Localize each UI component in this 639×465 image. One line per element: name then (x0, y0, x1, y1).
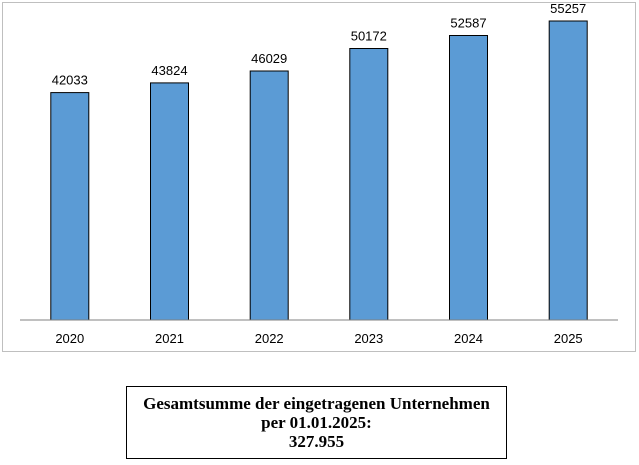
total-summary-box: Gesamtsumme der eingetragenen Unternehme… (126, 386, 507, 459)
data-label-2024: 52587 (450, 16, 486, 31)
bar-2024 (449, 35, 488, 321)
bar-2020 (50, 92, 90, 321)
bar-chart: 42033 2020 43824 2021 46029 2022 50172 2023 5258… (20, 3, 618, 346)
x-tick-label-2022: 2022 (255, 331, 284, 346)
data-label-2023: 50172 (351, 29, 387, 44)
x-tick-label-2020: 2020 (55, 331, 84, 346)
bar-2023 (349, 48, 389, 321)
x-tick-label-2023: 2023 (354, 331, 383, 346)
data-label-2025: 55257 (550, 3, 586, 16)
bar-2025 (548, 20, 588, 321)
data-label-2021: 43824 (151, 63, 187, 78)
bar-2021 (150, 82, 189, 321)
bar-2022 (249, 70, 289, 321)
x-tick-label-2025: 2025 (554, 331, 583, 346)
x-tick-label-2024: 2024 (454, 331, 483, 346)
summary-line-1: Gesamtsumme der eingetragenen Unternehme… (143, 394, 490, 413)
chart-frame: 42033 2020 43824 2021 46029 2022 50172 2023 5258… (2, 2, 636, 352)
summary-line-2: per 01.01.2025: (261, 413, 372, 432)
data-label-2020: 42033 (52, 73, 88, 88)
data-label-2022: 46029 (251, 51, 287, 66)
summary-total: 327.955 (288, 432, 345, 451)
x-tick-label-2021: 2021 (155, 331, 184, 346)
